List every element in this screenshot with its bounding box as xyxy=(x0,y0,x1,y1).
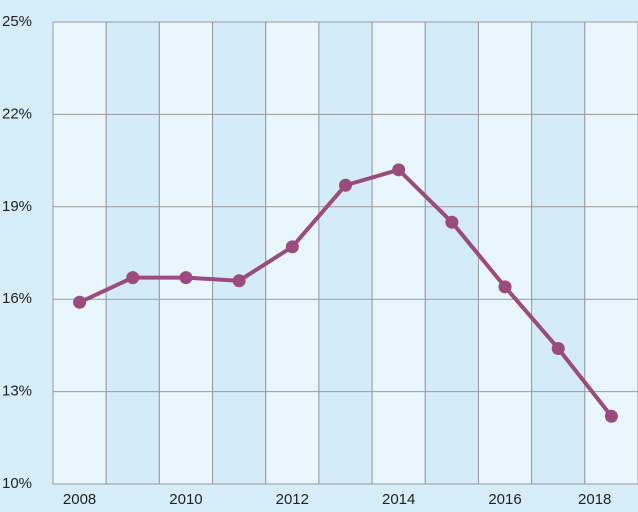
marker xyxy=(232,274,246,288)
marker xyxy=(179,271,193,285)
marker xyxy=(445,215,459,229)
marker xyxy=(126,271,140,285)
column-band xyxy=(212,21,267,485)
y-tick-label: 16% xyxy=(2,290,32,307)
column-band xyxy=(424,21,479,485)
column-band xyxy=(52,21,107,485)
x-tick-label: 2016 xyxy=(488,491,521,508)
column-band xyxy=(318,21,373,485)
x-tick-label: 2012 xyxy=(276,491,309,508)
column-band xyxy=(531,21,586,485)
y-tick-label: 13% xyxy=(2,383,32,400)
marker xyxy=(551,341,565,355)
column-band xyxy=(158,21,214,485)
x-tick-label: 2014 xyxy=(382,491,415,508)
column-band xyxy=(477,21,533,485)
y-tick-label: 25% xyxy=(2,13,32,30)
y-tick-label: 19% xyxy=(2,198,32,215)
column-band xyxy=(371,21,426,485)
marker xyxy=(73,295,87,309)
y-tick-label: 22% xyxy=(2,105,32,122)
marker xyxy=(604,409,618,423)
marker xyxy=(285,240,299,254)
x-tick-label: 2010 xyxy=(169,491,202,508)
x-tick-label: 2018 xyxy=(578,491,611,508)
marker xyxy=(498,280,512,294)
y-tick-label: 10% xyxy=(2,475,32,492)
column-band xyxy=(105,21,160,485)
marker xyxy=(339,178,352,192)
marker xyxy=(392,163,406,177)
x-tick-label: 2008 xyxy=(63,491,96,508)
